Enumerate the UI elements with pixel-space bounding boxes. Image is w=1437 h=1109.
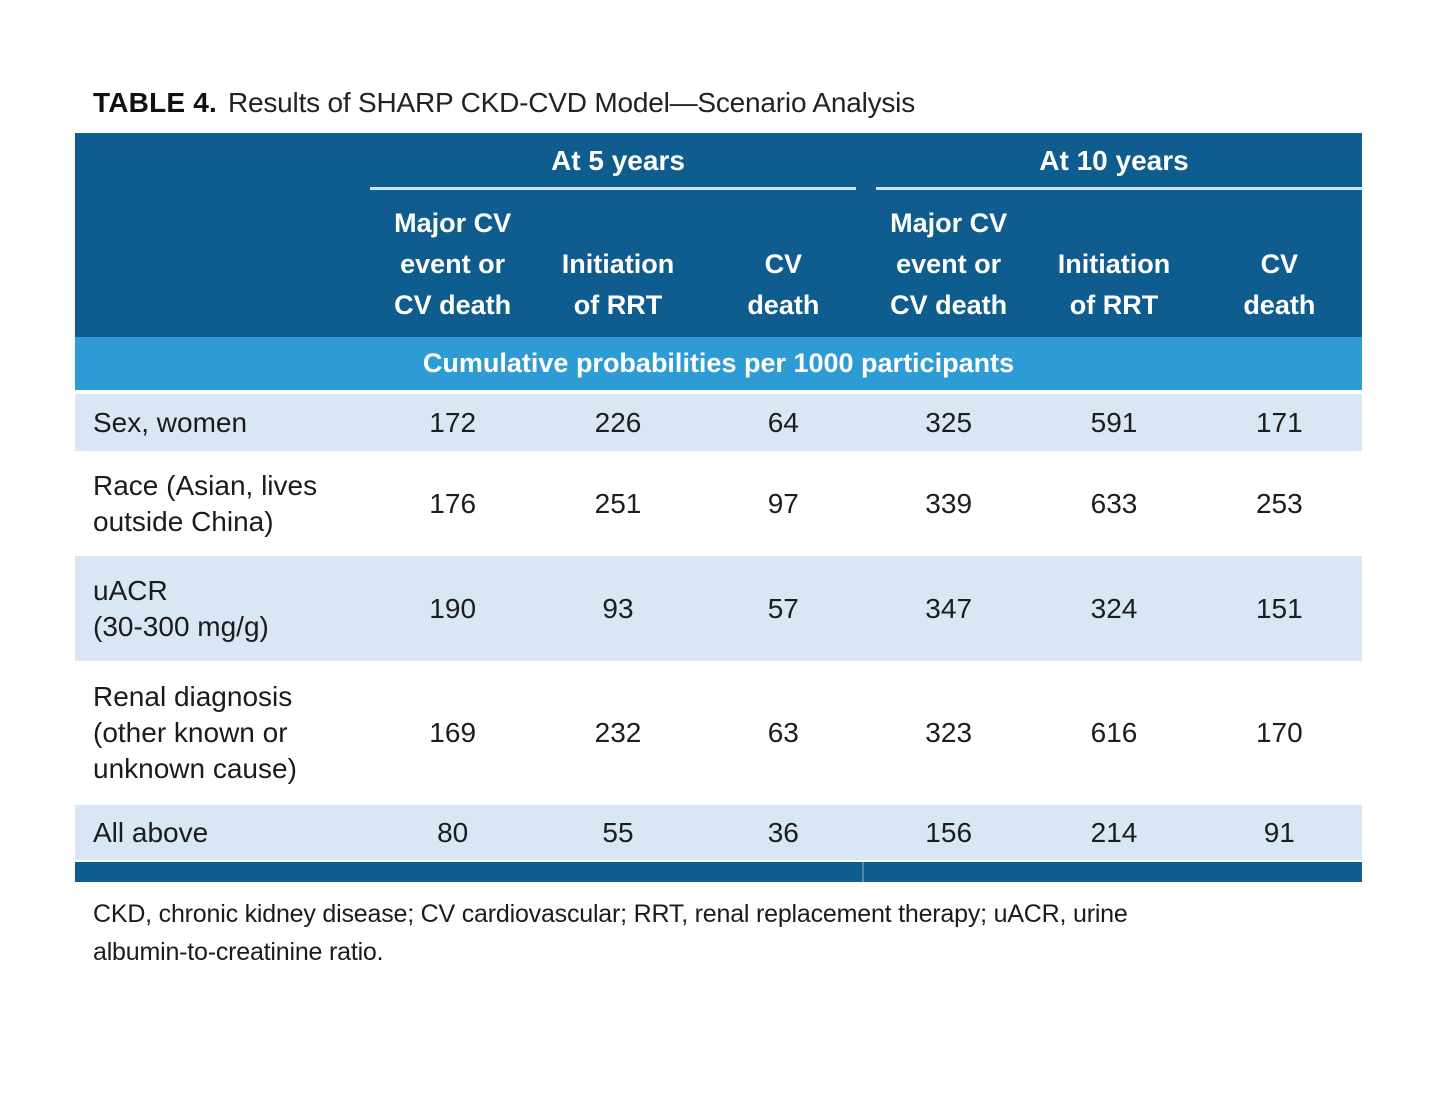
group-at-5-years: At 5 years [370, 133, 866, 190]
group-label-10-years: At 10 years [1039, 145, 1189, 176]
bottom-bar-seam [862, 862, 864, 882]
footnote: CKD, chronic kidney disease; CV cardiova… [93, 900, 1128, 966]
cell-value: 36 [767, 816, 799, 848]
header-spacer-cell [75, 190, 370, 337]
row-label: Sex, women [93, 406, 248, 438]
units-band: Cumulative probabilities per 1000 partic… [75, 337, 1362, 390]
cell-value: 633 [1090, 487, 1138, 519]
cell-value: 156 [925, 816, 973, 848]
cell-value: 232 [594, 717, 642, 748]
group-at-10-years: At 10 years [866, 133, 1362, 190]
group-underline [876, 187, 1362, 190]
header-spacer-cell [75, 133, 370, 190]
cell-value: 347 [925, 592, 973, 624]
row-label: Renal diagnosis (other known or unknown … [93, 681, 297, 784]
cell-value: 339 [925, 487, 973, 519]
group-header-row: At 5 years At 10 years [75, 133, 1362, 190]
table-header: At 5 years At 10 years Major CV event or… [75, 133, 1362, 337]
cell-value: 171 [1255, 406, 1303, 438]
column-header-cv-death-5y: CV death [747, 249, 820, 320]
results-table: At 5 years At 10 years Major CV event or… [75, 133, 1362, 882]
cell-value: 80 [437, 816, 469, 848]
cell-value: 57 [767, 592, 799, 624]
cell-value: 64 [767, 406, 799, 438]
cell-value: 324 [1090, 592, 1138, 624]
cell-value: 151 [1255, 592, 1303, 624]
cell-value: 63 [767, 717, 799, 748]
cell-value: 214 [1090, 816, 1138, 848]
cell-value: 93 [602, 592, 634, 624]
cell-value: 251 [594, 487, 642, 519]
table-title-label: TABLE 4. [93, 87, 217, 118]
cell-value: 91 [1263, 816, 1295, 848]
cell-value: 323 [925, 717, 973, 748]
table-row-sex-women: Sex, women 172 226 64 325 591 171 [75, 394, 1362, 451]
column-header-row: Major CV event or CV death Initiation of… [75, 190, 1362, 337]
table-title: TABLE 4. Results of SHARP CKD-CVD Model—S… [93, 86, 1437, 120]
group-underline [370, 187, 856, 190]
cell-value: 226 [594, 406, 642, 438]
column-header-rrt-5y: Initiation of RRT [561, 249, 675, 320]
column-header-major-cv-10y: Major CV event or CV death [890, 208, 1008, 320]
table-row-all-above: All above 80 55 36 156 214 91 [75, 805, 1362, 860]
table-bottom-bar [75, 862, 1362, 882]
cell-value: 616 [1090, 717, 1138, 748]
cell-value: 253 [1255, 487, 1303, 519]
row-label: uACR (30-300 mg/g) [93, 574, 269, 642]
row-label: Race (Asian, lives outside China) [93, 469, 318, 537]
cell-value: 190 [429, 592, 477, 624]
table-title-text: Results of SHARP CKD-CVD Model—Scenario … [227, 87, 916, 118]
column-header-major-cv-5y: Major CV event or CV death [394, 208, 512, 320]
cell-value: 170 [1255, 717, 1303, 748]
group-label-5-years: At 5 years [551, 145, 685, 176]
column-header-cv-death-10y: CV death [1243, 249, 1316, 320]
page: TABLE 4. Results of SHARP CKD-CVD Model—S… [0, 86, 1437, 1109]
table-row-race: Race (Asian, lives outside China) 176 25… [75, 455, 1362, 552]
table-row-uacr: uACR (30-300 mg/g) 190 93 57 347 324 151 [75, 556, 1362, 661]
column-header-rrt-10y: Initiation of RRT [1057, 249, 1171, 320]
cell-value: 55 [602, 816, 634, 848]
cell-value: 176 [429, 487, 477, 519]
cell-value: 97 [767, 487, 799, 519]
cell-value: 591 [1090, 406, 1138, 438]
table-row-renal-diagnosis: Renal diagnosis (other known or unknown … [75, 665, 1362, 801]
cell-value: 325 [925, 406, 973, 438]
row-label: All above [93, 816, 209, 848]
cell-value: 172 [429, 406, 477, 438]
cell-value: 169 [429, 717, 477, 748]
